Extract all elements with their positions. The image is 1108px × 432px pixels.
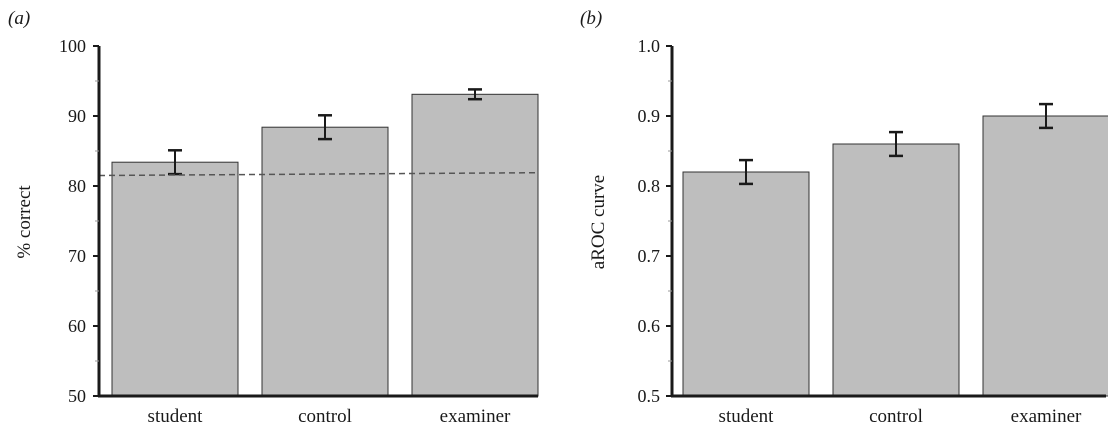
panel-a-label: (a)	[8, 8, 30, 29]
panel-b-label: (b)	[580, 8, 602, 29]
panel-a-y-tick-label-50: 50	[68, 386, 86, 406]
panel-a-y-tick-label-100: 100	[59, 36, 86, 56]
panel-b-category-label-examiner: examiner	[1011, 406, 1082, 427]
panel-b-ylabel: aROC curve	[588, 175, 609, 269]
panel-b-y-tick-label-0.6: 0.6	[638, 316, 661, 336]
panel-b-category-label-student: student	[719, 406, 775, 427]
panel-a-bar-control	[261, 126, 389, 397]
panel-b-bar-examiner	[982, 115, 1108, 397]
panel-a-y-tick-label-70: 70	[68, 246, 86, 266]
panel-a-category-label-control: control	[298, 406, 352, 427]
panel-b-y-tick-label-0.7: 0.7	[638, 246, 661, 266]
panel-a-bar-student	[111, 161, 239, 397]
panel-a-category-label-student: student	[148, 406, 204, 427]
panel-a-y-tick-label-60: 60	[68, 316, 86, 336]
panel-a-category-label-examiner: examiner	[440, 406, 511, 427]
panel-a-reference-line	[98, 171, 539, 177]
panel-b-y-tick-label-0.5: 0.5	[638, 386, 661, 406]
panel-a-bar-examiner	[411, 93, 539, 397]
panel-b-y-tick-label-0.9: 0.9	[638, 106, 661, 126]
panel-b-category-label-control: control	[869, 406, 923, 427]
panel-a-y-tick-label-80: 80	[68, 176, 86, 196]
panel-b-y-tick-label-1.0: 1.0	[638, 36, 661, 56]
panel-a-ylabel: % correct	[14, 185, 35, 259]
panel-b-bar-student	[682, 171, 810, 397]
panel-b-y-tick-label-0.8: 0.8	[638, 176, 661, 196]
panel-a-y-tick-label-90: 90	[68, 106, 86, 126]
panel-b-bar-control	[832, 143, 960, 397]
